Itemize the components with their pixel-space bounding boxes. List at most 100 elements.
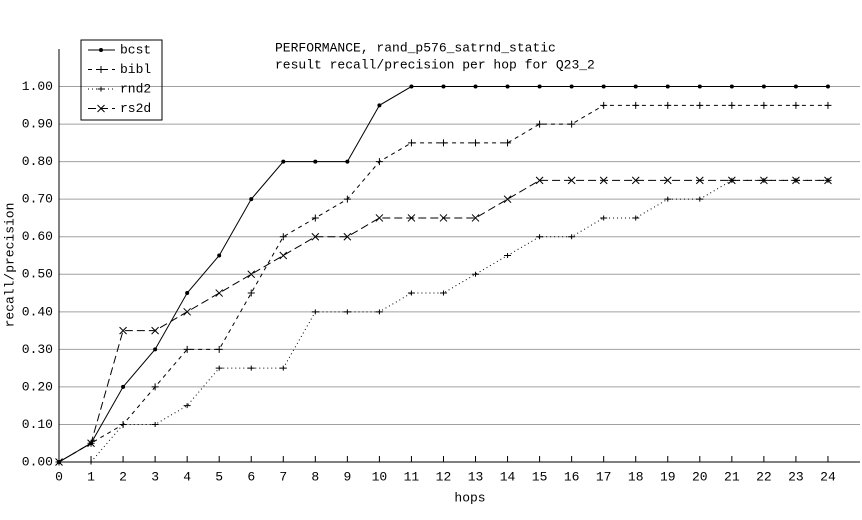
marker [535, 176, 544, 185]
marker [441, 84, 446, 89]
marker [247, 270, 256, 279]
x-tick-label: 1 [87, 469, 95, 484]
y-tick-label: 1.00 [22, 79, 53, 94]
marker [183, 403, 191, 409]
marker [760, 101, 768, 109]
marker [409, 84, 414, 89]
x-tick-label: 18 [628, 469, 644, 484]
marker [439, 214, 448, 222]
y-axis-label: recall/precision [2, 203, 17, 328]
x-tick-label: 9 [343, 469, 351, 484]
marker [311, 232, 320, 241]
marker [375, 214, 384, 222]
marker [119, 326, 127, 335]
marker [727, 176, 736, 185]
marker [600, 215, 608, 221]
legend-label: bcst [120, 42, 151, 57]
marker [695, 176, 704, 185]
legend-label: rnd2 [120, 81, 151, 96]
x-tick-label: 20 [692, 469, 708, 484]
chart-title: PERFORMANCE, rand_p576_satrnd_static [275, 40, 556, 55]
marker [473, 84, 478, 89]
y-tick-label: 0.90 [22, 117, 53, 132]
marker [569, 84, 574, 89]
marker [504, 139, 512, 147]
marker [728, 101, 736, 109]
legend-box [80, 39, 163, 121]
x-tick-label: 24 [820, 469, 836, 484]
marker [217, 253, 222, 258]
marker [472, 271, 480, 277]
marker [632, 101, 640, 109]
marker [760, 176, 768, 185]
marker [729, 84, 734, 89]
marker [633, 84, 638, 89]
marker [792, 101, 800, 109]
legend-marker [97, 104, 105, 113]
x-tick-label: 8 [311, 469, 319, 484]
marker [345, 159, 350, 164]
y-tick-label: 0.60 [22, 229, 53, 244]
x-tick-label: 15 [532, 469, 548, 484]
legend-label: bibl [120, 62, 151, 77]
x-axis-label: hops [454, 490, 485, 505]
x-tick-label: 14 [500, 469, 516, 484]
marker [439, 290, 447, 296]
marker [311, 214, 319, 222]
marker [439, 139, 447, 147]
x-tick-label: 10 [372, 469, 388, 484]
y-tick-label: 0.70 [22, 192, 53, 207]
x-tick-label: 2 [119, 469, 127, 484]
marker [472, 139, 480, 147]
marker [567, 176, 576, 185]
marker [343, 195, 351, 203]
marker [279, 233, 287, 241]
marker [375, 309, 383, 315]
x-tick-label: 0 [55, 469, 63, 484]
marker [793, 84, 798, 89]
marker [664, 101, 672, 109]
marker [183, 345, 191, 353]
marker [87, 459, 95, 465]
marker [279, 365, 287, 371]
marker [87, 439, 95, 448]
series-line [58, 179, 828, 463]
x-tick-label: 6 [247, 469, 255, 484]
marker [215, 365, 223, 371]
marker [664, 196, 672, 202]
y-tick-label: 0.30 [22, 342, 53, 357]
x-tick-label: 21 [724, 469, 740, 484]
x-tick-label: 16 [564, 469, 580, 484]
marker [536, 120, 544, 128]
marker [215, 289, 224, 297]
marker [824, 101, 832, 109]
x-tick-label: 19 [660, 469, 676, 484]
x-tick-label: 12 [436, 469, 452, 484]
legend-marker [97, 86, 105, 92]
marker [343, 309, 351, 315]
marker [599, 176, 608, 185]
x-tick-label: 22 [756, 469, 772, 484]
marker [407, 290, 415, 296]
marker [151, 383, 159, 391]
marker [247, 365, 255, 371]
marker [279, 251, 288, 260]
x-tick-label: 7 [279, 469, 287, 484]
legend-label: rs2d [120, 101, 151, 116]
marker [761, 84, 766, 89]
marker [601, 84, 606, 89]
marker [505, 84, 510, 89]
marker [311, 309, 319, 315]
marker [153, 347, 158, 352]
marker [504, 253, 512, 258]
y-tick-label: 0.00 [22, 454, 53, 469]
x-tick-label: 17 [596, 469, 612, 484]
x-tick-label: 13 [468, 469, 484, 484]
chart-subtitle: result recall/precision per hop for Q23_… [275, 57, 595, 72]
marker [375, 158, 383, 166]
marker [568, 120, 576, 128]
marker [313, 159, 318, 164]
marker [249, 197, 254, 202]
